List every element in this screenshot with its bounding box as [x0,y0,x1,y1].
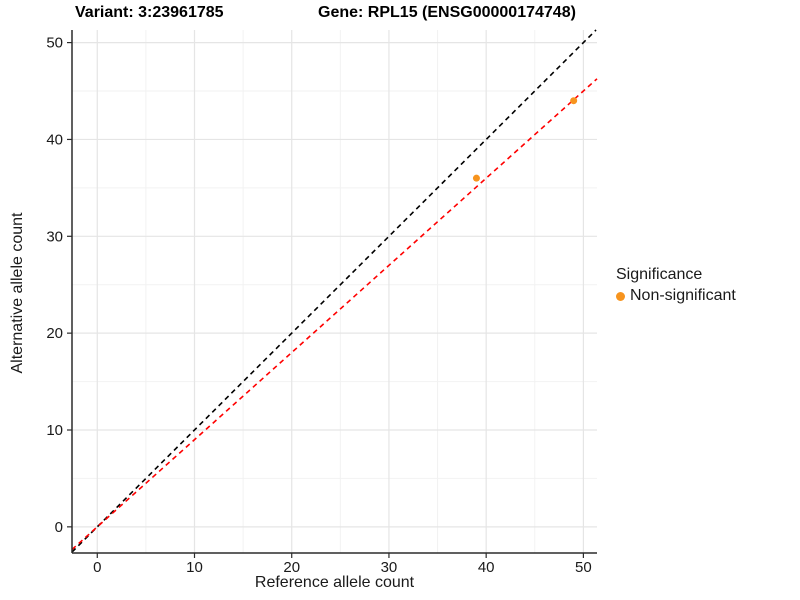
identity-line [71,29,597,553]
x-tick-label: 40 [478,559,495,576]
gene-title: Gene: RPL15 (ENSG00000174748) [318,4,576,21]
fit-line [71,78,598,551]
y-tick-label: 30 [46,228,63,245]
y-tick-label: 0 [55,519,63,536]
data-point [570,97,578,105]
data-point [472,174,480,182]
x-tick-label: 50 [575,559,592,576]
legend-item: Non-significant [616,287,736,305]
legend-point-swatch-icon [616,291,625,301]
y-tick-label: 20 [46,325,63,342]
x-tick-label: 10 [186,559,203,576]
legend-item-label: Non-significant [630,287,736,304]
legend-title: Significance [616,266,703,283]
y-tick-label: 40 [46,131,63,148]
x-axis-title: Reference allele count [254,574,415,591]
y-tick-label: 50 [46,35,63,52]
x-tick-label: 30 [381,559,398,576]
y-tick-label: 10 [46,422,63,439]
y-axis-title: Alternative allele count [9,212,26,374]
x-tick-label: 20 [283,559,300,576]
x-tick-label: 0 [93,559,101,576]
variant-title: Variant: 3:23961785 [75,4,224,21]
legend: Significance Non-significant [616,266,736,305]
